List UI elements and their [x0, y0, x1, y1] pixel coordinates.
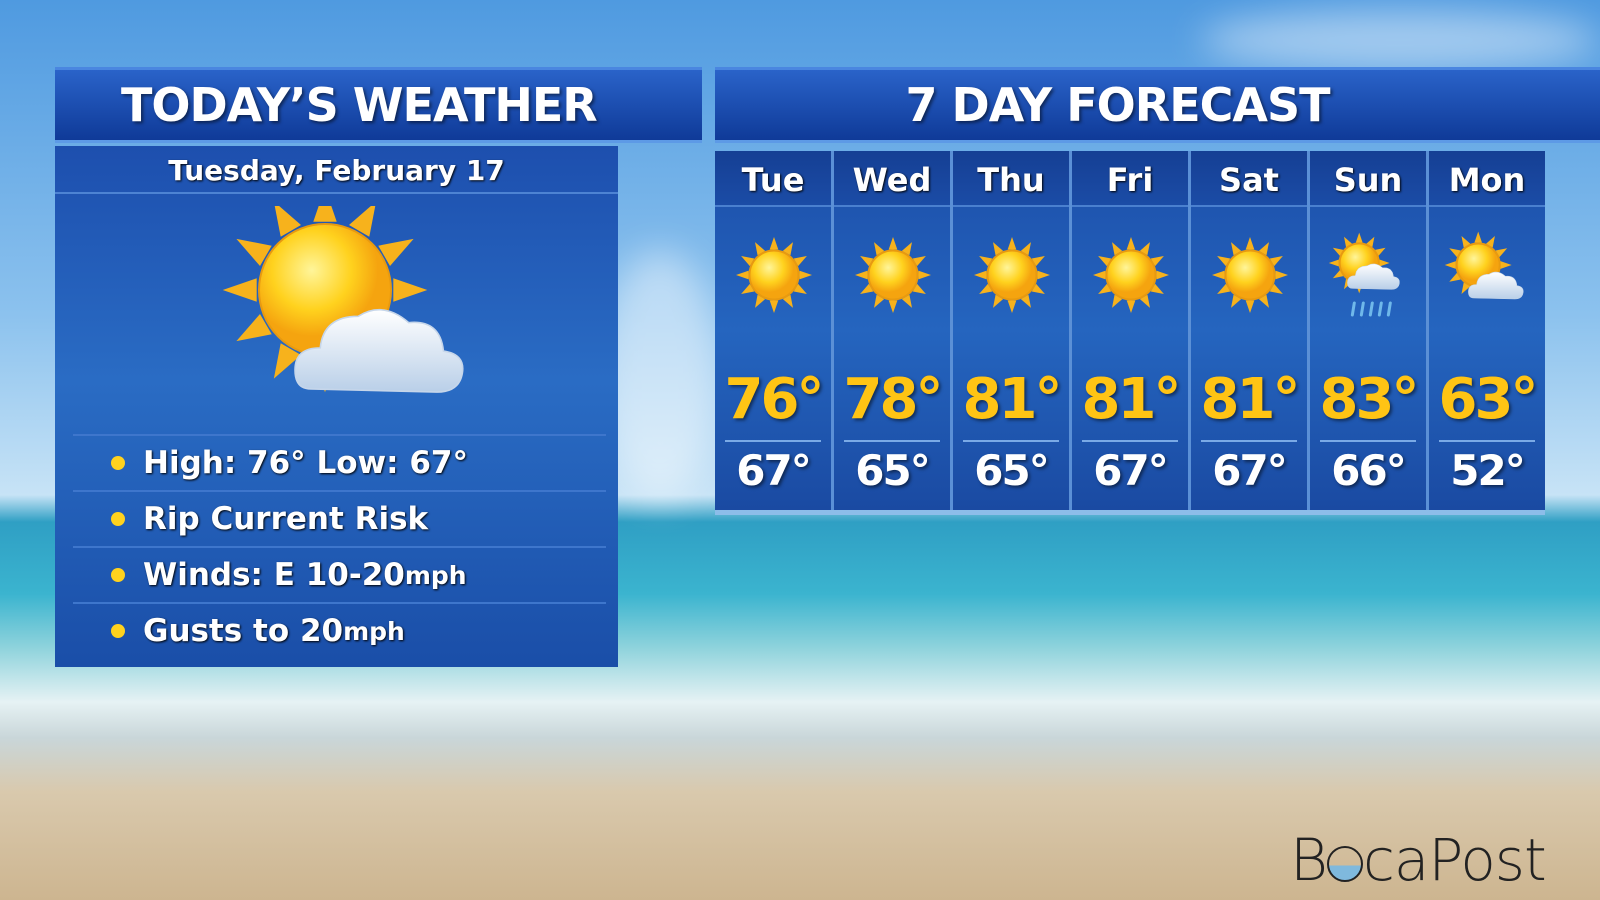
- high-temp: 83°: [1319, 367, 1420, 432]
- forecast-day-sat: Sat 81° 67°: [1191, 151, 1310, 510]
- partly-cloudy-icon: [205, 187, 505, 420]
- day-label: Sat: [1191, 151, 1307, 207]
- bullet-icon: [111, 624, 125, 638]
- low-temp: 65°: [974, 446, 1049, 495]
- partly-cloudy-icon: [1439, 225, 1537, 329]
- low-temp: 67°: [1093, 446, 1168, 495]
- partly-cloudy-rain-icon: [1320, 225, 1418, 329]
- todays-weather-title: TODAY’S WEATHER: [121, 78, 598, 132]
- sunny-icon: [725, 225, 823, 329]
- divider: [844, 440, 940, 442]
- high-temp: 81°: [962, 367, 1063, 432]
- forecast-day-sun: Sun 83° 66°: [1310, 151, 1429, 510]
- forecast-title: 7 DAY FORECAST: [905, 78, 1331, 132]
- list-item-winds: Winds: E 10-20 mph: [73, 546, 606, 602]
- sunny-icon: [844, 225, 942, 329]
- bullet-icon: [111, 568, 125, 582]
- forecast-grid: Tue 76° 67° Wed 78° 65° Thu 81° 65° Fri 81°…: [715, 151, 1545, 515]
- forecast-day-fri: Fri 81° 67°: [1072, 151, 1191, 510]
- divider: [1439, 440, 1535, 442]
- day-label: Tue: [715, 151, 831, 207]
- low-temp: 65°: [855, 446, 930, 495]
- divider: [963, 440, 1059, 442]
- divider: [725, 440, 821, 442]
- todays-weather-panel: Tuesday, February 17 High: 76° Low: 67° …: [55, 146, 618, 667]
- forecast-header: 7 DAY FORECAST: [715, 67, 1600, 143]
- rip-current-text: Rip Current Risk: [143, 501, 429, 537]
- high-temp: 81°: [1200, 367, 1301, 432]
- day-label: Wed: [834, 151, 950, 207]
- background-cloud: [600, 250, 720, 500]
- high-low-text: High: 76° Low: 67°: [143, 445, 468, 481]
- gusts-text: Gusts to 20: [143, 613, 344, 649]
- divider: [1082, 440, 1178, 442]
- day-label: Thu: [953, 151, 1069, 207]
- sunny-icon: [1082, 225, 1180, 329]
- winds-text: Winds: E 10-20: [143, 557, 405, 593]
- low-temp: 52°: [1450, 446, 1525, 495]
- background-cloud: [1200, 10, 1600, 70]
- forecast-day-mon: Mon 63° 52°: [1429, 151, 1545, 510]
- bullet-icon: [111, 512, 125, 526]
- high-temp: 78°: [843, 367, 944, 432]
- list-item-gusts: Gusts to 20 mph: [73, 602, 606, 658]
- forecast-day-tue: Tue 76° 67°: [715, 151, 834, 510]
- day-label: Sun: [1310, 151, 1426, 207]
- sunny-icon: [1201, 225, 1299, 329]
- todays-weather-header: TODAY’S WEATHER: [55, 67, 702, 143]
- winds-unit: mph: [404, 560, 467, 590]
- forecast-day-wed: Wed 78° 65°: [834, 151, 953, 510]
- high-temp: 63°: [1438, 367, 1539, 432]
- divider: [1320, 440, 1416, 442]
- list-item-rip-current: Rip Current Risk: [73, 490, 606, 546]
- day-label: Mon: [1429, 151, 1545, 207]
- low-temp: 67°: [736, 446, 811, 495]
- bullet-icon: [111, 456, 125, 470]
- divider: [1201, 440, 1297, 442]
- forecast-day-thu: Thu 81° 65°: [953, 151, 1072, 510]
- low-temp: 67°: [1212, 446, 1287, 495]
- list-item-high-low: High: 76° Low: 67°: [73, 434, 606, 490]
- low-temp: 66°: [1331, 446, 1406, 495]
- conditions-list: High: 76° Low: 67° Rip Current Risk Wind…: [73, 434, 606, 658]
- day-label: Fri: [1072, 151, 1188, 207]
- high-temp: 76°: [724, 367, 825, 432]
- date-label: Tuesday, February 17: [55, 146, 618, 194]
- high-temp: 81°: [1081, 367, 1182, 432]
- sunny-icon: [963, 225, 1061, 329]
- gusts-unit: mph: [343, 616, 405, 646]
